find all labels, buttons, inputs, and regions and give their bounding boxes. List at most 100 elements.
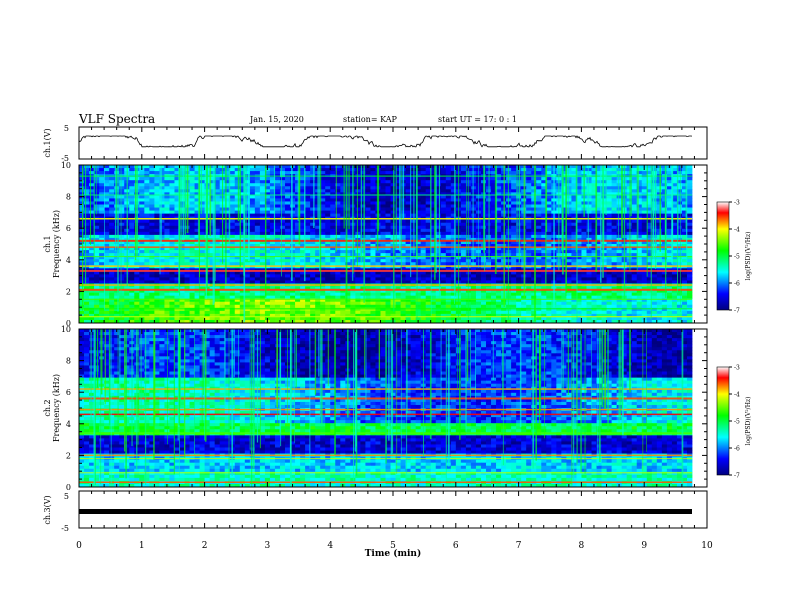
spectrogram-cell (99, 183, 105, 187)
spectrogram-cell (541, 168, 547, 172)
spectrogram-cell (234, 183, 241, 187)
spectrogram-cell (475, 277, 482, 281)
spectrogram-cell (395, 234, 401, 239)
spectrogram-cell (219, 280, 226, 284)
spectrogram-cell (290, 286, 296, 290)
spectrogram-cell (581, 286, 587, 290)
spectrogram-cell (144, 168, 150, 172)
spectrogram-cell (139, 265, 145, 269)
spectrogram-cell (435, 222, 442, 227)
spectrogram-cell (440, 237, 447, 242)
spectrogram-cell (571, 171, 577, 175)
spectrogram-cell (214, 186, 221, 190)
spectrogram-cell (89, 256, 95, 260)
spectrogram-cell (154, 177, 160, 181)
spectrogram-cell (611, 247, 618, 251)
spectrogram-cell (360, 240, 366, 245)
spectrogram-cell (244, 237, 251, 242)
spectrogram-cell (99, 274, 105, 278)
spectrogram-cell (189, 219, 195, 224)
spectrogram-cell (335, 198, 341, 202)
spectrogram-cell (445, 274, 452, 278)
spectrogram-cell (179, 271, 185, 275)
spectrogram-cell (209, 207, 216, 211)
spectrogram-cell (285, 247, 291, 251)
spectrogram-cell (254, 265, 261, 269)
spectrogram-cell (89, 228, 95, 233)
spectrogram-cell (335, 165, 341, 169)
spectrogram-cell (104, 234, 110, 239)
spectrogram-cell (79, 207, 85, 211)
spectrogram-cell (94, 207, 100, 211)
spectrogram-cell (340, 250, 346, 254)
spectrogram-cell (360, 265, 366, 269)
spectrogram-cell (616, 253, 623, 257)
spectrogram-cell (656, 271, 663, 275)
spectrogram-cell (340, 228, 346, 233)
spectrogram-cell (671, 265, 678, 269)
spectrogram-cell (536, 204, 542, 208)
spectrogram-cell (330, 222, 336, 227)
spectrogram-cell (279, 271, 286, 275)
spectrogram-cell (676, 177, 683, 181)
spectrogram-cell (139, 228, 145, 233)
spectrogram-cell (214, 192, 221, 196)
spectrogram-cell (174, 189, 180, 193)
spectrogram-cell (244, 256, 251, 260)
spectrogram-cell (631, 207, 638, 211)
spectrogram-cell (360, 231, 366, 236)
spectrogram-cell (114, 250, 120, 254)
spectrogram-cell (189, 274, 195, 278)
spectrogram-cell (320, 247, 326, 251)
spectrogram-cell (330, 234, 336, 239)
spectrogram-cell (194, 222, 200, 227)
spectrogram-cell (526, 231, 532, 236)
spectrogram-cell (79, 213, 85, 218)
spectrogram-cell (149, 201, 155, 205)
spectrogram-cell (229, 228, 236, 233)
spectrogram-cell (285, 192, 291, 196)
spectrogram-cell (656, 253, 663, 257)
spectrogram-cell (244, 201, 251, 205)
spectrogram-cell (365, 247, 371, 251)
spectrogram-cell (385, 274, 391, 278)
spectrogram-cell (566, 207, 572, 211)
spectrogram-cell (681, 244, 688, 248)
spectrogram-cell (491, 189, 497, 193)
spectrogram-cell (264, 228, 271, 233)
spectrogram-cell (164, 219, 170, 224)
spectrogram-cell (571, 219, 577, 224)
spectrogram-cell (164, 180, 170, 184)
spectrogram-cell (385, 259, 391, 263)
spectrogram-cell (119, 244, 125, 248)
spectrogram-cell (144, 237, 150, 242)
spectrogram-cell (440, 186, 447, 190)
spectrogram-cell (290, 195, 296, 199)
spectrogram-cell (259, 210, 266, 215)
spectrogram-cell (89, 171, 95, 175)
spectrogram-cell (149, 183, 155, 187)
spectrogram-cell (209, 171, 216, 175)
spectrogram-cell (666, 237, 673, 242)
spectrogram-cell (410, 265, 417, 269)
spectrogram-cell (415, 183, 422, 187)
spectrogram-cell (450, 204, 457, 208)
spectrogram-cell (606, 231, 612, 236)
spectrogram-cell (274, 274, 281, 278)
spectrogram-cell (169, 180, 175, 184)
spectrogram-cell (360, 237, 366, 242)
spectrogram-cell (440, 277, 447, 281)
spectrogram-cell (300, 231, 306, 236)
spectrogram-cell (224, 250, 231, 254)
spectrogram-cell (646, 225, 653, 230)
spectrogram-cell (626, 231, 633, 236)
spectrogram-cell (174, 240, 180, 245)
spectrogram-cell (164, 228, 170, 233)
spectrogram-cell (666, 198, 673, 202)
spectrogram-cell (79, 183, 85, 187)
spectrogram-cell (591, 259, 597, 263)
spectrogram-cell (460, 165, 467, 169)
spectrogram-cell (616, 244, 623, 248)
spectrogram-cell (591, 192, 597, 196)
spectrogram-cell (676, 180, 683, 184)
